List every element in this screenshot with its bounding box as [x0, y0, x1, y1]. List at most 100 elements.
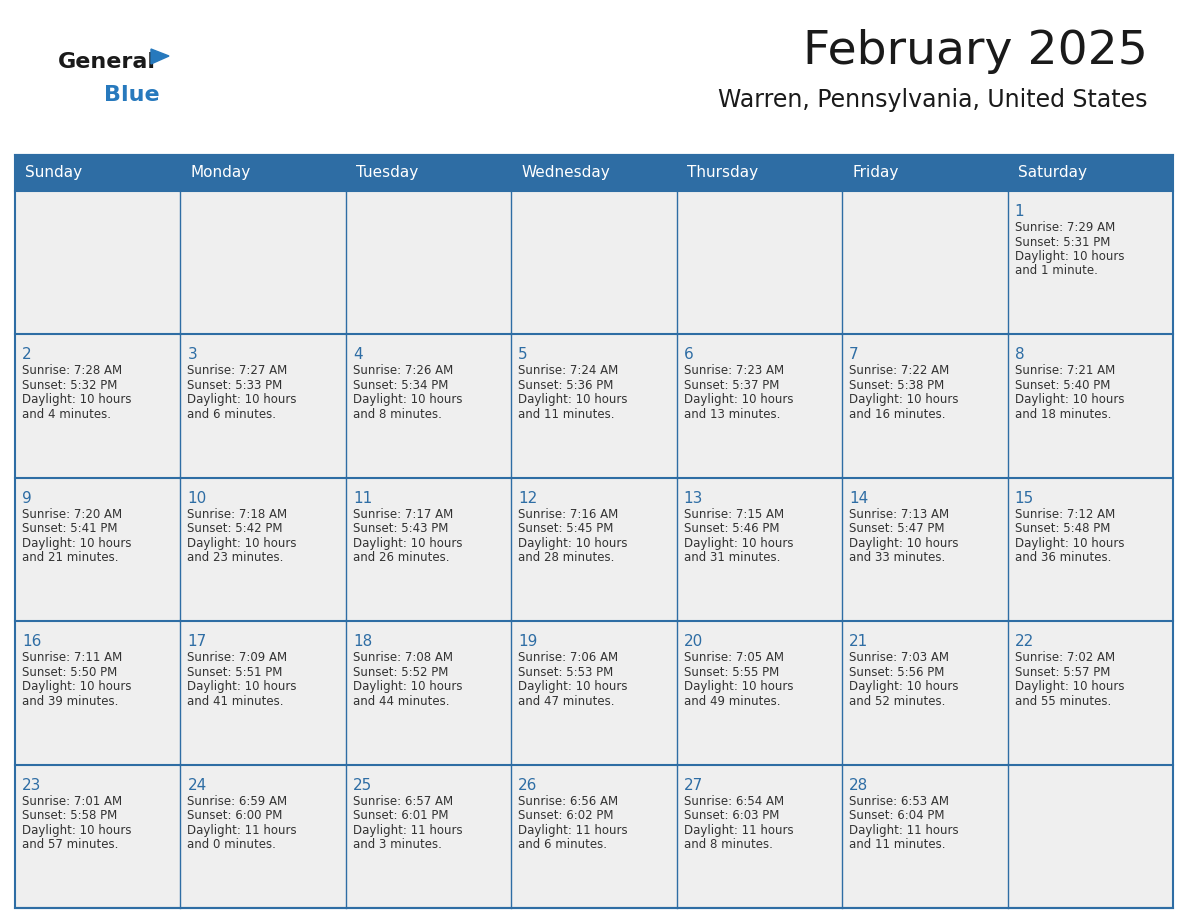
- Bar: [15, 155, 1173, 191]
- Text: Sunrise: 7:02 AM: Sunrise: 7:02 AM: [1015, 651, 1114, 665]
- Bar: [677, 334, 842, 477]
- Text: 26: 26: [518, 778, 538, 792]
- Bar: [842, 334, 1007, 477]
- Text: Sunset: 5:43 PM: Sunset: 5:43 PM: [353, 522, 448, 535]
- Text: Saturday: Saturday: [1018, 165, 1087, 181]
- Text: Sunset: 5:42 PM: Sunset: 5:42 PM: [188, 522, 283, 535]
- Text: Sunset: 5:41 PM: Sunset: 5:41 PM: [23, 522, 118, 535]
- Text: Daylight: 10 hours: Daylight: 10 hours: [1015, 537, 1124, 550]
- Bar: [677, 477, 842, 621]
- Text: Sunrise: 7:22 AM: Sunrise: 7:22 AM: [849, 364, 949, 377]
- Text: Sunrise: 7:06 AM: Sunrise: 7:06 AM: [518, 651, 619, 665]
- Bar: [346, 477, 511, 621]
- Text: 14: 14: [849, 491, 868, 506]
- Bar: [511, 765, 677, 908]
- Text: Sunset: 5:51 PM: Sunset: 5:51 PM: [188, 666, 283, 678]
- Bar: [15, 191, 181, 334]
- Text: February 2025: February 2025: [803, 29, 1148, 74]
- Text: Warren, Pennsylvania, United States: Warren, Pennsylvania, United States: [719, 88, 1148, 112]
- Text: Daylight: 11 hours: Daylight: 11 hours: [849, 823, 959, 836]
- Text: Daylight: 10 hours: Daylight: 10 hours: [23, 537, 132, 550]
- Text: Sunset: 5:48 PM: Sunset: 5:48 PM: [1015, 522, 1110, 535]
- Text: Sunrise: 7:03 AM: Sunrise: 7:03 AM: [849, 651, 949, 665]
- Text: Sunrise: 6:57 AM: Sunrise: 6:57 AM: [353, 795, 453, 808]
- Text: 28: 28: [849, 778, 868, 792]
- Text: 15: 15: [1015, 491, 1034, 506]
- Text: Sunset: 5:58 PM: Sunset: 5:58 PM: [23, 809, 118, 823]
- Polygon shape: [151, 49, 169, 64]
- Text: Daylight: 10 hours: Daylight: 10 hours: [684, 537, 794, 550]
- Bar: [842, 191, 1007, 334]
- Text: 5: 5: [518, 347, 527, 363]
- Text: Sunrise: 7:12 AM: Sunrise: 7:12 AM: [1015, 508, 1114, 521]
- Text: Sunset: 5:31 PM: Sunset: 5:31 PM: [1015, 236, 1110, 249]
- Text: and 11 minutes.: and 11 minutes.: [518, 408, 614, 420]
- Text: Sunday: Sunday: [25, 165, 82, 181]
- Text: Daylight: 10 hours: Daylight: 10 hours: [1015, 394, 1124, 407]
- Text: and 8 minutes.: and 8 minutes.: [684, 838, 772, 851]
- Text: 20: 20: [684, 634, 703, 649]
- Text: 9: 9: [23, 491, 32, 506]
- Text: Sunrise: 7:05 AM: Sunrise: 7:05 AM: [684, 651, 784, 665]
- Text: Sunrise: 7:28 AM: Sunrise: 7:28 AM: [23, 364, 122, 377]
- Text: Sunrise: 6:54 AM: Sunrise: 6:54 AM: [684, 795, 784, 808]
- Text: 24: 24: [188, 778, 207, 792]
- Text: Sunset: 5:36 PM: Sunset: 5:36 PM: [518, 379, 614, 392]
- Text: Sunrise: 7:21 AM: Sunrise: 7:21 AM: [1015, 364, 1114, 377]
- Text: and 13 minutes.: and 13 minutes.: [684, 408, 781, 420]
- Text: 3: 3: [188, 347, 197, 363]
- Bar: [1007, 765, 1173, 908]
- Text: 23: 23: [23, 778, 42, 792]
- Text: Sunset: 5:52 PM: Sunset: 5:52 PM: [353, 666, 448, 678]
- Text: Daylight: 10 hours: Daylight: 10 hours: [1015, 250, 1124, 263]
- Text: 17: 17: [188, 634, 207, 649]
- Bar: [511, 334, 677, 477]
- Text: Thursday: Thursday: [687, 165, 758, 181]
- Text: and 26 minutes.: and 26 minutes.: [353, 552, 449, 565]
- Text: Sunset: 5:40 PM: Sunset: 5:40 PM: [1015, 379, 1110, 392]
- Text: Daylight: 10 hours: Daylight: 10 hours: [684, 680, 794, 693]
- Bar: [677, 191, 842, 334]
- Text: and 8 minutes.: and 8 minutes.: [353, 408, 442, 420]
- Text: and 6 minutes.: and 6 minutes.: [188, 408, 277, 420]
- Text: Daylight: 10 hours: Daylight: 10 hours: [849, 680, 959, 693]
- Bar: [1007, 334, 1173, 477]
- Text: Sunset: 6:01 PM: Sunset: 6:01 PM: [353, 809, 448, 823]
- Text: and 52 minutes.: and 52 minutes.: [849, 695, 946, 708]
- Text: Daylight: 10 hours: Daylight: 10 hours: [518, 537, 627, 550]
- Text: and 4 minutes.: and 4 minutes.: [23, 408, 110, 420]
- Text: and 41 minutes.: and 41 minutes.: [188, 695, 284, 708]
- Text: and 6 minutes.: and 6 minutes.: [518, 838, 607, 851]
- Text: Monday: Monday: [190, 165, 251, 181]
- Text: Sunset: 6:02 PM: Sunset: 6:02 PM: [518, 809, 614, 823]
- Bar: [15, 155, 1173, 908]
- Text: Sunrise: 7:09 AM: Sunrise: 7:09 AM: [188, 651, 287, 665]
- Text: 1: 1: [1015, 204, 1024, 219]
- Text: Daylight: 10 hours: Daylight: 10 hours: [188, 394, 297, 407]
- Text: Sunset: 6:03 PM: Sunset: 6:03 PM: [684, 809, 779, 823]
- Text: and 39 minutes.: and 39 minutes.: [23, 695, 119, 708]
- Bar: [346, 334, 511, 477]
- Text: Sunrise: 7:27 AM: Sunrise: 7:27 AM: [188, 364, 287, 377]
- Text: Sunrise: 7:29 AM: Sunrise: 7:29 AM: [1015, 221, 1114, 234]
- Text: and 3 minutes.: and 3 minutes.: [353, 838, 442, 851]
- Text: Sunrise: 6:59 AM: Sunrise: 6:59 AM: [188, 795, 287, 808]
- Text: and 21 minutes.: and 21 minutes.: [23, 552, 119, 565]
- Text: Sunrise: 7:01 AM: Sunrise: 7:01 AM: [23, 795, 122, 808]
- Text: Sunrise: 7:26 AM: Sunrise: 7:26 AM: [353, 364, 453, 377]
- Text: Sunset: 5:56 PM: Sunset: 5:56 PM: [849, 666, 944, 678]
- Text: Sunrise: 7:17 AM: Sunrise: 7:17 AM: [353, 508, 453, 521]
- Text: Blue: Blue: [105, 85, 159, 105]
- Text: 4: 4: [353, 347, 362, 363]
- Bar: [15, 334, 181, 477]
- Text: Daylight: 10 hours: Daylight: 10 hours: [684, 394, 794, 407]
- Text: Tuesday: Tuesday: [356, 165, 418, 181]
- Text: Sunrise: 7:23 AM: Sunrise: 7:23 AM: [684, 364, 784, 377]
- Bar: [677, 765, 842, 908]
- Text: and 11 minutes.: and 11 minutes.: [849, 838, 946, 851]
- Text: 11: 11: [353, 491, 372, 506]
- Bar: [1007, 477, 1173, 621]
- Text: Sunset: 5:37 PM: Sunset: 5:37 PM: [684, 379, 779, 392]
- Bar: [346, 191, 511, 334]
- Text: Sunrise: 7:18 AM: Sunrise: 7:18 AM: [188, 508, 287, 521]
